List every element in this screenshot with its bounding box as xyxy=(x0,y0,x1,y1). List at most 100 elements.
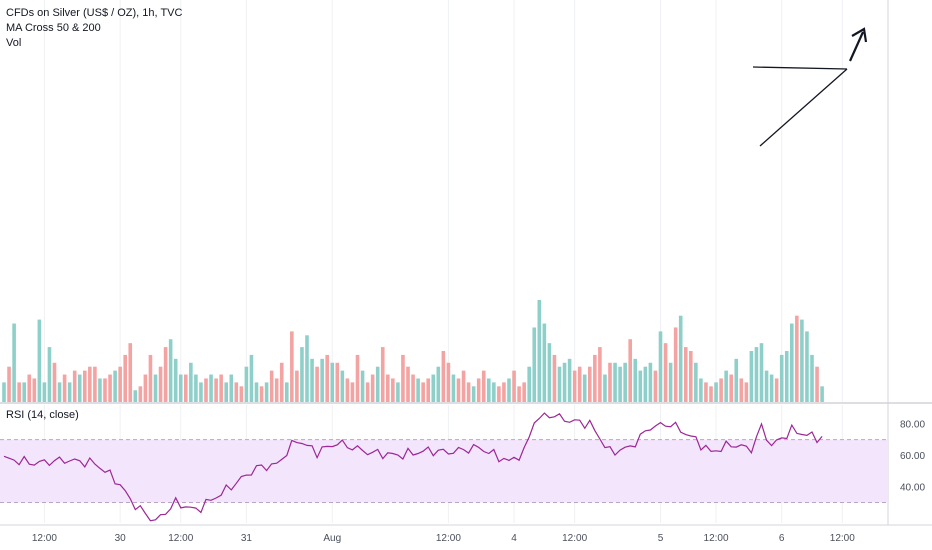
volume-bar xyxy=(577,366,582,402)
legend-ma[interactable]: MA Cross 50 & 200 xyxy=(6,22,101,34)
volume-bar xyxy=(749,351,754,402)
volume-bar xyxy=(704,382,708,402)
volume-bar xyxy=(153,374,158,402)
volume-bar xyxy=(22,382,26,402)
volume-bar xyxy=(805,331,809,402)
volume-bar xyxy=(562,362,567,402)
legend-rsi-pane: RSI (14, close) xyxy=(6,408,79,423)
volume-bar xyxy=(471,386,476,402)
volume-bar xyxy=(648,362,653,402)
volume-bar xyxy=(638,370,643,402)
volume-bar xyxy=(426,378,430,402)
volume-bar xyxy=(774,378,779,402)
volume-bar xyxy=(673,327,678,402)
volume-bar xyxy=(77,374,82,402)
volume-bar xyxy=(295,370,299,402)
volume-bar xyxy=(204,378,208,402)
volume-bar xyxy=(764,370,769,402)
volume-bar xyxy=(310,358,314,402)
volume-bar xyxy=(168,339,173,402)
volume-bar xyxy=(487,378,491,402)
legend-symbol[interactable]: CFDs on Silver (US$ / OZ), 1h, TVC xyxy=(6,7,183,19)
volume-bar xyxy=(532,327,537,402)
volume-bar xyxy=(229,374,234,402)
volume-bar xyxy=(820,386,824,402)
rsi-tick-label: 40.00 xyxy=(900,482,925,493)
volume-bar xyxy=(401,354,405,402)
volume-bar xyxy=(396,382,400,402)
volume-bar xyxy=(305,335,309,402)
volume-bar xyxy=(497,386,501,402)
volume-bar xyxy=(47,347,52,402)
volume-bar xyxy=(279,362,284,402)
time-tick-label: 5 xyxy=(658,533,664,544)
volume-bar xyxy=(507,378,511,402)
volume-bar xyxy=(214,378,218,402)
volume-bar xyxy=(83,370,87,402)
volume-bar xyxy=(441,351,446,402)
volume-bar xyxy=(365,382,370,402)
volume-bar xyxy=(360,370,365,402)
rsi-line xyxy=(3,412,823,522)
volume-bar xyxy=(694,362,698,402)
volume-bar xyxy=(416,378,420,402)
volume-bar xyxy=(618,366,622,402)
arrow-shaft xyxy=(848,31,865,62)
volume-bar xyxy=(199,382,203,402)
legend-vol[interactable]: Vol xyxy=(6,37,22,49)
volume-bar xyxy=(663,343,668,402)
volume-bar xyxy=(784,351,789,402)
volume-bar xyxy=(456,378,461,402)
volume-bar xyxy=(62,374,67,402)
time-tick-label: Aug xyxy=(323,533,341,544)
time-tick-label: 31 xyxy=(241,533,253,544)
volume-bar xyxy=(269,370,274,402)
volume-bar xyxy=(542,323,547,402)
volume-bar xyxy=(588,366,592,402)
time-tick-label: 12:00 xyxy=(830,533,855,544)
volume-bar xyxy=(340,370,345,402)
volume-bar xyxy=(67,382,72,402)
volume-bar xyxy=(209,374,213,402)
volume-bar xyxy=(790,323,794,402)
volume-bar xyxy=(517,386,521,402)
volume-bar xyxy=(194,374,198,402)
volume-bar xyxy=(461,370,466,402)
volume-bar xyxy=(285,382,289,402)
volume-bar xyxy=(567,358,572,402)
volume-bar xyxy=(729,374,733,402)
volume-bar xyxy=(598,347,602,402)
volume-bar xyxy=(113,370,117,402)
volume-bar xyxy=(582,374,587,402)
volume-bar xyxy=(7,366,11,402)
volume-bar xyxy=(557,366,562,402)
volume-bar xyxy=(527,366,531,402)
volume-bar xyxy=(2,382,6,402)
volume-bar xyxy=(370,374,375,402)
volume-bar xyxy=(325,354,329,402)
volume-bar xyxy=(603,374,607,402)
volume-bar xyxy=(315,366,319,402)
legend-rsi[interactable]: RSI (14, close) xyxy=(6,409,79,421)
volume-bar xyxy=(593,354,597,402)
volume-bar xyxy=(350,382,355,402)
volume-bar xyxy=(739,378,744,402)
volume-bar xyxy=(754,347,759,402)
volume-bar xyxy=(623,362,627,402)
volume-bar xyxy=(239,386,244,402)
volume-bar xyxy=(290,331,294,402)
volume-bar xyxy=(259,386,264,402)
volume-bar xyxy=(411,374,415,402)
volume-bar xyxy=(163,347,168,402)
volume-bar xyxy=(375,366,380,402)
volume-bar xyxy=(355,354,360,402)
volume-bar xyxy=(608,362,612,402)
volume-bar xyxy=(32,378,37,402)
volume-bar xyxy=(391,378,395,402)
volume-bar xyxy=(451,374,456,402)
volume-bar xyxy=(668,362,673,402)
volume-bar xyxy=(42,382,47,402)
volume-bar xyxy=(320,358,324,402)
time-tick-label: 30 xyxy=(115,533,127,544)
